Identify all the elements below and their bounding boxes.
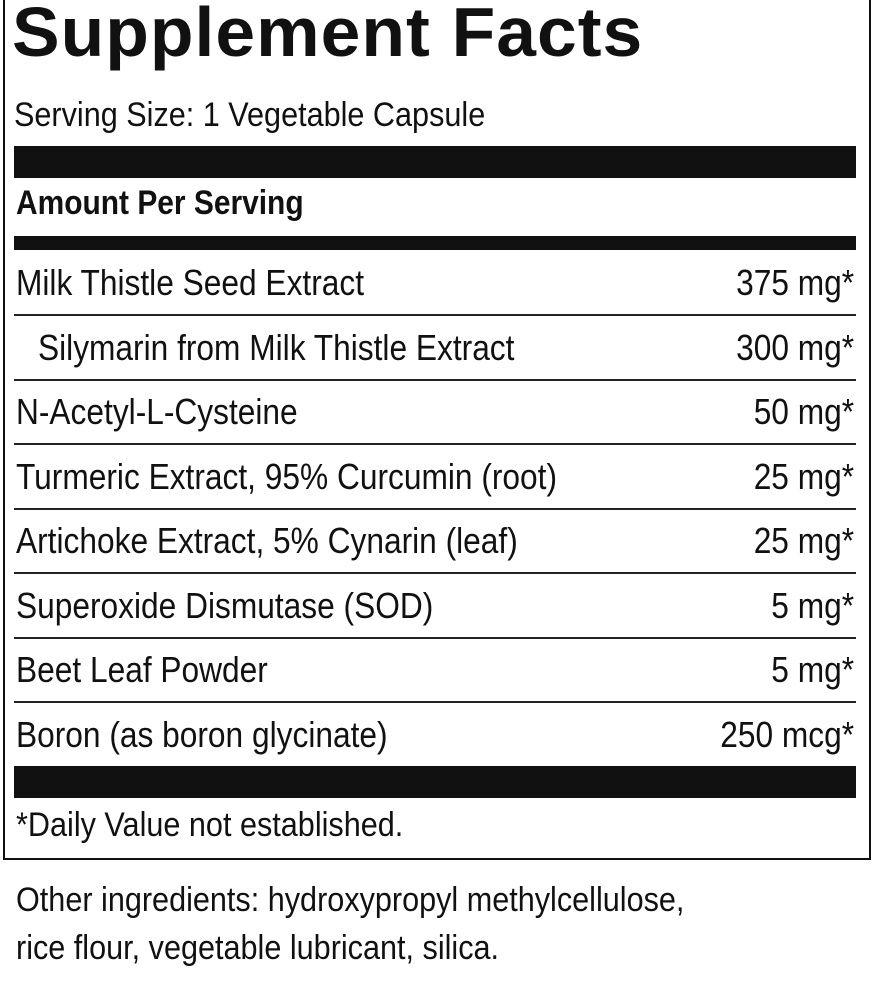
other-ingredients-line: Other ingredients: hydroxypropyl methylc… (16, 881, 685, 919)
ingredient-row: Boron (as boron glycinate) 250 mcg* (14, 702, 856, 766)
ingredient-row: Milk Thistle Seed Extract 375 mg* (14, 250, 856, 316)
panel-title: Supplement Facts (12, 0, 644, 71)
ingredient-amount: 375 mg* (735, 262, 854, 303)
ingredient-row: Artichoke Extract, 5% Cynarin (leaf) 25 m… (14, 508, 856, 574)
ingredient-amount: 50 mg* (753, 391, 854, 432)
ingredient-amount: 5 mg* (771, 649, 854, 690)
ingredient-name: Boron (as boron glycinate) (16, 713, 388, 755)
ingredient-amount: 25 mg* (753, 455, 854, 497)
medium-divider (14, 236, 856, 250)
ingredient-name: N-Acetyl-L-Cysteine (16, 391, 298, 432)
ingredient-amount: 250 mcg* (720, 713, 854, 755)
ingredient-amount: 5 mg* (771, 584, 854, 626)
ingredient-row: N-Acetyl-L-Cysteine 50 mg* (14, 379, 856, 445)
other-ingredients-line: rice flour, vegetable lubricant, silica. (16, 929, 500, 967)
ingredient-name: Superoxide Dismutase (SOD) (16, 584, 434, 626)
footnote: *Daily Value not established. (16, 806, 404, 844)
ingredient-name: Milk Thistle Seed Extract (16, 262, 365, 303)
ingredient-name: Artichoke Extract, 5% Cynarin (leaf) (16, 520, 518, 561)
ingredient-row: Turmeric Extract, 95% Curcumin (root) 25 … (14, 444, 856, 510)
ingredient-amount: 300 mg* (735, 326, 854, 368)
ingredient-row: Beet Leaf Powder 5 mg* (14, 637, 856, 703)
ingredient-row: Superoxide Dismutase (SOD) 5 mg* (14, 573, 856, 639)
ingredient-row: Silymarin from Milk Thistle Extract 300 m… (14, 315, 856, 381)
ingredient-name: Turmeric Extract, 95% Curcumin (root) (16, 455, 558, 497)
serving-size: Serving Size: 1 Vegetable Capsule (14, 96, 486, 134)
ingredient-name: Silymarin from Milk Thistle Extract (38, 326, 515, 368)
amount-per-serving-header: Amount Per Serving (16, 184, 304, 222)
ingredient-amount: 25 mg* (753, 520, 854, 561)
thick-divider (14, 766, 856, 798)
other-ingredients: Other ingredients: hydroxypropyl methylc… (16, 876, 862, 972)
ingredient-name: Beet Leaf Powder (16, 649, 268, 690)
thick-divider (14, 146, 856, 178)
supplement-facts-panel (3, 0, 871, 860)
